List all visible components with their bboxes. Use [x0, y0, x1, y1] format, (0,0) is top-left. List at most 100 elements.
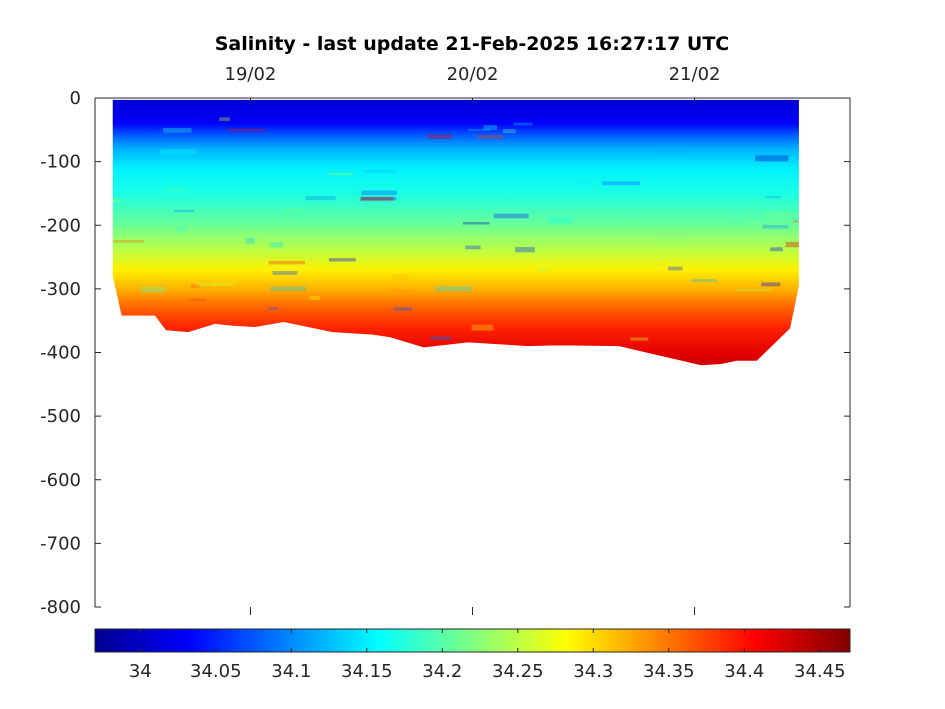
x-tick-label: 19/02	[225, 64, 277, 85]
salinity-streak	[655, 147, 687, 153]
colorbar-tick-label: 34.35	[643, 661, 695, 682]
salinity-streak	[246, 237, 255, 244]
salinity-streak	[270, 286, 307, 291]
salinity-streak	[390, 289, 414, 293]
salinity-streak	[435, 286, 472, 292]
chart-title: Salinity - last update 21-Feb-2025 16:27…	[215, 33, 730, 55]
salinity-streak	[462, 222, 490, 225]
salinity-streak	[843, 268, 871, 271]
salinity-streak	[157, 132, 175, 135]
salinity-streak	[305, 196, 336, 201]
salinity-streak	[761, 282, 781, 287]
salinity-streak	[602, 181, 640, 186]
x-axis-ticks: 19/02 20/02 21/02	[225, 64, 721, 615]
y-tick-label: -800	[40, 597, 81, 618]
salinity-streak	[467, 129, 491, 132]
y-axis-ticks: 0 -100 -200 -300 -400 -500 -600 -700 -800	[40, 88, 850, 618]
y-tick-label: -400	[40, 343, 81, 364]
salinity-streak	[728, 220, 744, 224]
salinity-streak	[691, 279, 718, 282]
salinity-streak	[328, 258, 356, 262]
salinity-streak	[763, 212, 793, 218]
salinity-streak	[309, 296, 321, 301]
salinity-streak	[140, 286, 166, 293]
salinity-streak	[268, 260, 306, 265]
y-tick-label: -300	[40, 279, 81, 300]
salinity-streak	[477, 135, 504, 139]
salinity-streak	[112, 240, 145, 243]
salinity-streak	[755, 155, 789, 162]
salinity-streak	[465, 245, 481, 250]
salinity-streak	[392, 274, 409, 281]
salinity-streak	[762, 224, 789, 229]
salinity-streak	[785, 241, 799, 248]
x-tick-label: 20/02	[447, 64, 499, 85]
salinity-streak	[502, 129, 516, 134]
colorbar-tick-label: 34	[129, 661, 152, 682]
salinity-streak	[363, 169, 396, 173]
salinity-field-fill	[112, 99, 799, 366]
y-tick-label: 0	[70, 88, 81, 109]
salinity-streak	[515, 246, 535, 253]
salinity-streak	[360, 196, 394, 201]
x-tick-label: 21/02	[669, 64, 721, 85]
salinity-streak	[196, 282, 234, 287]
colorbar: 34 34.05 34.1 34.15 34.2 34.25 34.3 34.35 34.4 34…	[94, 628, 851, 682]
salinity-streak	[163, 128, 192, 133]
salinity-streak	[513, 122, 533, 126]
colorbar-tick-label: 34.2	[422, 661, 462, 682]
salinity-streak	[284, 209, 303, 212]
salinity-streak	[765, 195, 781, 199]
salinity-streak	[537, 268, 549, 271]
colorbar-tick-label: 34.1	[271, 661, 311, 682]
colorbar-tick-label: 34.15	[341, 661, 393, 682]
salinity-streak	[427, 134, 453, 139]
y-tick-label: -500	[40, 406, 81, 427]
y-tick-label: -100	[40, 152, 81, 173]
salinity-streak	[735, 289, 771, 292]
salinity-variability-streaks	[112, 117, 871, 341]
salinity-streak	[360, 197, 397, 201]
salinity-streak	[191, 283, 200, 289]
salinity-streak	[361, 190, 397, 196]
colorbar-tick-label: 34.05	[190, 661, 242, 682]
salinity-streak	[809, 301, 820, 304]
salinity-streak	[430, 335, 451, 341]
salinity-streak	[328, 172, 354, 176]
salinity-streak	[211, 279, 240, 285]
salinity-streak	[268, 307, 278, 310]
colorbar-gradient	[94, 628, 851, 653]
salinity-streak	[161, 187, 190, 193]
salinity-streak	[630, 337, 649, 341]
y-tick-label: -600	[40, 470, 81, 491]
salinity-streak	[656, 237, 683, 242]
salinity-streak	[393, 307, 412, 311]
salinity-field	[112, 99, 871, 366]
salinity-streak	[270, 242, 284, 248]
salinity-streak	[177, 226, 186, 232]
salinity-streak	[548, 217, 573, 224]
salinity-streak	[493, 213, 529, 219]
salinity-streak	[189, 298, 206, 301]
salinity-streak	[112, 199, 122, 202]
salinity-streak	[272, 271, 298, 275]
colorbar-tick-label: 34.25	[492, 661, 544, 682]
salinity-streak	[793, 220, 799, 223]
salinity-streak	[667, 266, 683, 271]
salinity-streak	[219, 117, 230, 121]
salinity-streak	[471, 324, 494, 331]
salinity-streak	[483, 125, 497, 130]
salinity-streak	[826, 329, 856, 334]
salinity-streak	[228, 128, 266, 132]
salinity-streak	[816, 192, 839, 196]
y-tick-label: -200	[40, 215, 81, 236]
colorbar-tick-label: 34.45	[794, 661, 846, 682]
salinity-streak	[770, 247, 783, 252]
colorbar-tick-label: 34.3	[573, 661, 613, 682]
y-tick-label: -700	[40, 533, 81, 554]
plot-area: 19/02 20/02 21/02 0 -100 -200 -300 -400 -500 -60…	[40, 64, 871, 618]
salinity-streak	[174, 209, 194, 212]
colorbar-tick-label: 34.4	[724, 661, 764, 682]
colorbar-ticks: 34 34.05 34.1 34.15 34.2 34.25 34.3 34.35 34.4 34…	[129, 629, 846, 682]
